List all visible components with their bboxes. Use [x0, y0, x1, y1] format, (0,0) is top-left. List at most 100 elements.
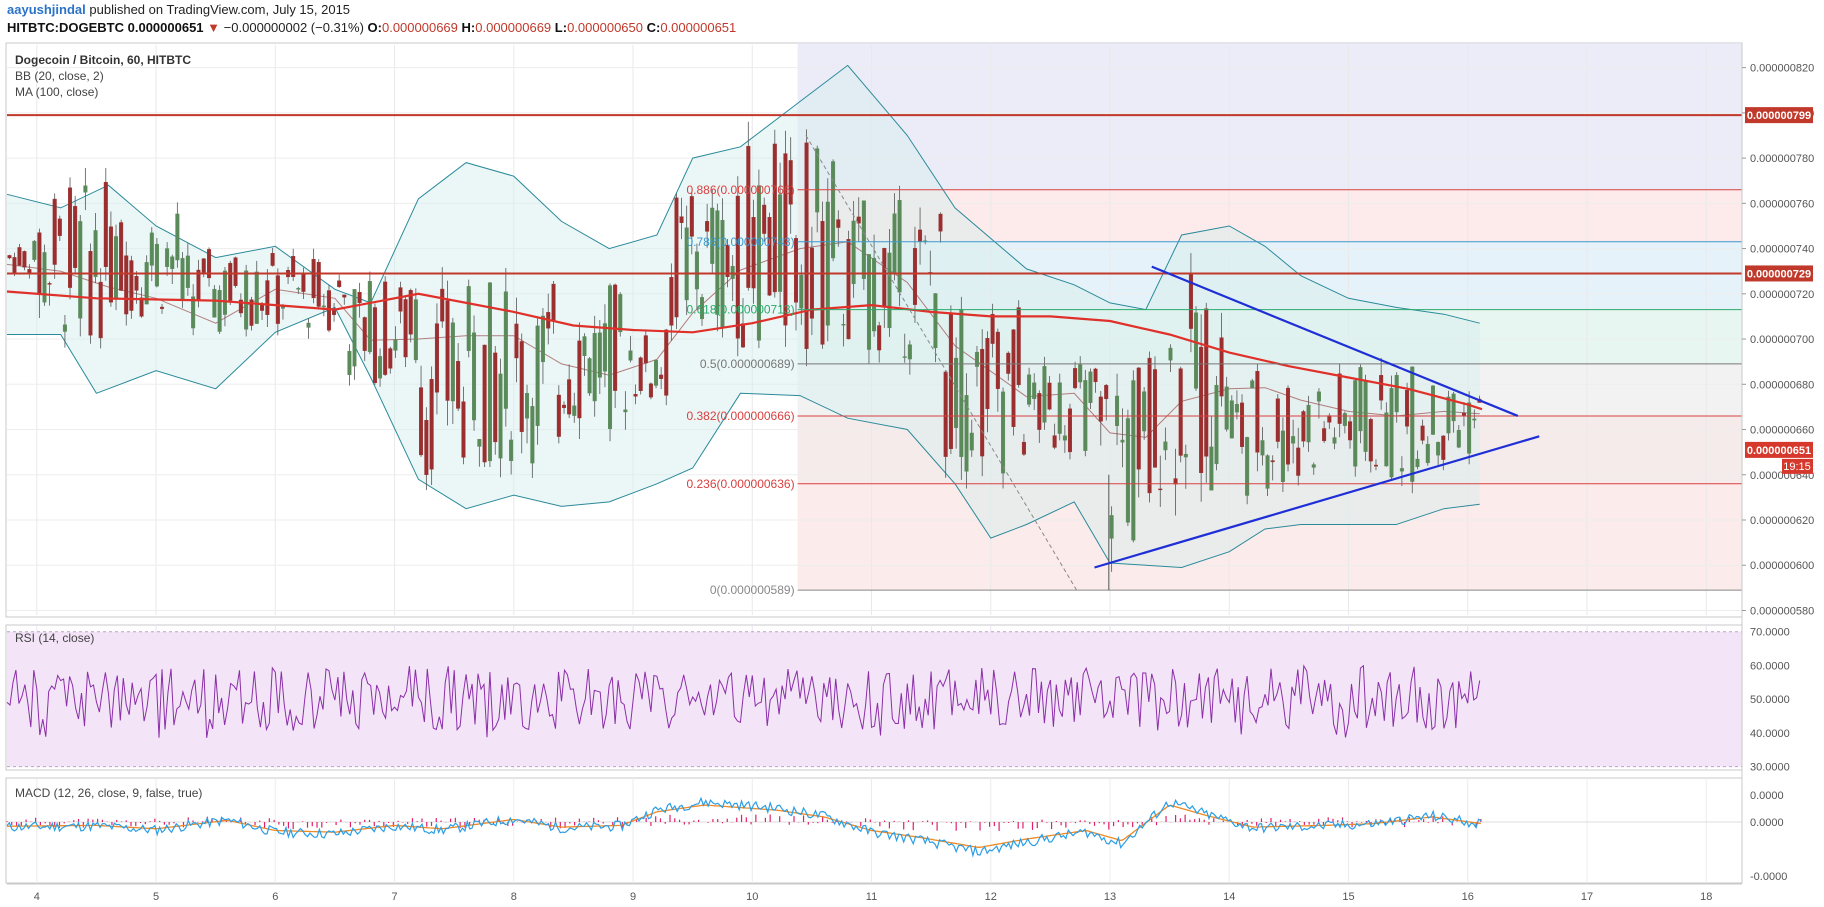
time-tick-label: 11 [866, 891, 877, 903]
candle [398, 287, 403, 312]
rsi-band [7, 631, 1742, 767]
candle [134, 276, 139, 291]
candle [434, 323, 439, 393]
candle [503, 291, 508, 409]
trendline[interactable] [1151, 265, 1519, 417]
candle [519, 341, 524, 432]
trading-chart[interactable]: 0.886(0.000000766) 0.786(0.000000743) 0.61… [0, 40, 1824, 907]
candle [783, 153, 788, 326]
trendline[interactable] [1094, 435, 1540, 569]
candle [17, 247, 22, 266]
candle [831, 161, 836, 259]
candle [1142, 391, 1147, 432]
candle [1327, 415, 1332, 423]
candle [388, 348, 393, 369]
candle [551, 283, 556, 322]
candle [582, 336, 587, 357]
candle [450, 322, 455, 402]
candle [1219, 337, 1224, 397]
candle [1451, 393, 1456, 422]
candle [1032, 382, 1037, 400]
candle [482, 344, 487, 463]
time-tick-label: 5 [153, 891, 159, 903]
candle [1291, 436, 1296, 444]
chart-title: Dogecoin / Bitcoin, 60, HITBTC [15, 53, 191, 67]
candle [938, 213, 943, 232]
open-value: 0.000000669 [381, 20, 458, 35]
fib-level-label: 0.618(0.000000713) [686, 303, 794, 317]
candle [372, 307, 377, 384]
candle [326, 290, 331, 331]
low-value: 0.000000650 [567, 20, 643, 35]
candle [866, 254, 871, 350]
candle [378, 356, 383, 379]
published-text: published on TradingView.com, July 15, 2… [89, 2, 351, 17]
candle [664, 329, 669, 396]
candle [47, 283, 52, 285]
candle [7, 255, 12, 259]
candle [710, 207, 715, 264]
candle [78, 221, 83, 319]
fib-zone-top [797, 43, 1742, 190]
candle [1067, 408, 1072, 453]
candle [238, 299, 243, 314]
candle [260, 304, 265, 311]
candle [1234, 403, 1239, 413]
candle [254, 271, 259, 324]
candle [337, 280, 342, 287]
candle [1183, 453, 1188, 458]
candle [788, 160, 793, 205]
candle [1178, 368, 1183, 456]
candle [964, 395, 969, 472]
candle [1131, 380, 1136, 541]
candle [628, 350, 633, 361]
candle [1270, 460, 1275, 463]
author-link[interactable]: aayushjindal [7, 2, 86, 17]
candle [1006, 352, 1011, 374]
candle [772, 143, 777, 293]
fib-level-label: 0.5(0.000000689) [700, 357, 795, 371]
candle [154, 243, 159, 287]
candle [1389, 388, 1394, 478]
candle [592, 333, 597, 402]
time-tick-label: 4 [34, 891, 40, 903]
candle [933, 293, 938, 349]
time-tick-label: 12 [985, 891, 997, 903]
candle [509, 439, 514, 462]
candle [730, 265, 735, 279]
candle [1209, 446, 1214, 491]
rsi-legend: RSI (14, close) [15, 631, 94, 645]
candle [1420, 425, 1425, 441]
candle [1062, 435, 1067, 441]
candle [562, 404, 567, 408]
header: aayushjindal published on TradingView.co… [0, 0, 1824, 40]
candle [301, 273, 306, 292]
candle [1163, 441, 1168, 451]
candle [679, 216, 684, 223]
candle [1109, 515, 1114, 539]
candle [1168, 347, 1173, 361]
candle [943, 371, 948, 457]
price-tick-label: 0.000000620 [1750, 515, 1814, 527]
candle [249, 299, 254, 326]
time-tick-label: 15 [1342, 891, 1354, 903]
candle [1286, 387, 1291, 465]
candle [1224, 386, 1229, 430]
candle [321, 305, 326, 308]
macd-legend: MACD (12, 26, close, 9, false, true) [15, 786, 202, 800]
down-arrow-icon: ▼ [207, 20, 221, 35]
candle [1088, 371, 1093, 403]
candle [42, 252, 47, 303]
candle [144, 262, 149, 305]
candle [1047, 382, 1052, 410]
candle [1456, 430, 1461, 448]
candle [1337, 373, 1342, 424]
candle [1245, 437, 1250, 496]
publish-line: aayushjindal published on TradingView.co… [7, 1, 350, 19]
candle [1158, 488, 1163, 491]
candle [342, 294, 347, 298]
time-tick-label: 17 [1581, 891, 1593, 903]
candle [969, 432, 974, 451]
fib-level-label: 0.786(0.000000743) [686, 235, 794, 249]
candle [1301, 411, 1306, 442]
